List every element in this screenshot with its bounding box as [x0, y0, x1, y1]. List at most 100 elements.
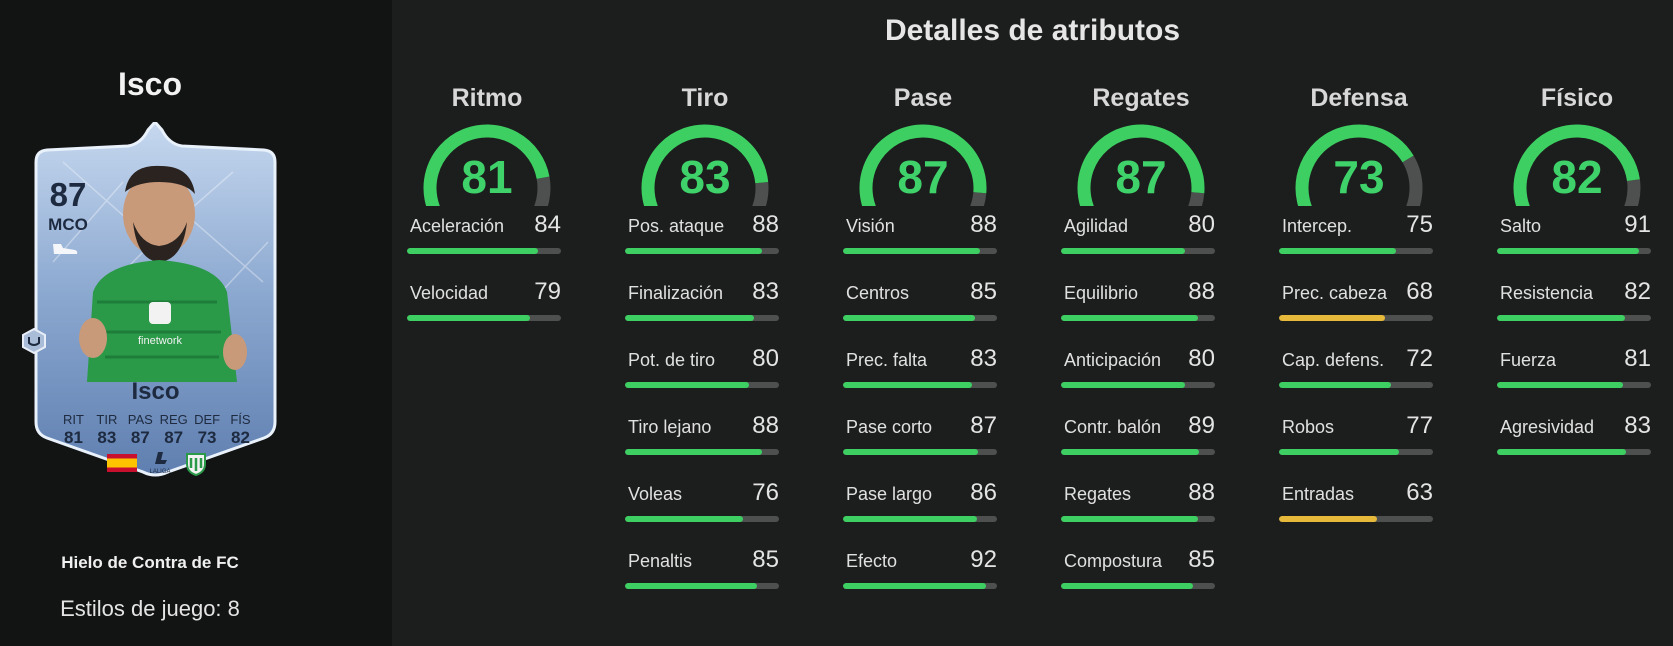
stat-bar: [625, 382, 779, 388]
stat-value: 82: [1624, 278, 1651, 305]
stat-bar-fill: [625, 449, 762, 455]
stat-value: 81: [1624, 345, 1651, 372]
category-value: 87: [1115, 151, 1167, 203]
stat-value: 76: [752, 479, 779, 506]
stat-row: Pase corto 87: [843, 407, 1003, 474]
stat-bar-fill: [625, 382, 750, 388]
stat-row: Pos. ataque 88: [625, 206, 785, 273]
stat-value: 88: [1188, 479, 1215, 506]
stat-bar-fill: [1497, 382, 1623, 388]
gauge-arc: [1295, 124, 1423, 206]
category-value: 87: [897, 151, 949, 203]
card-stat-value: 81: [64, 428, 83, 447]
attribute-column-3: Regates 87 Agilidad 80 Equilibrio 88 Anticipac…: [1061, 84, 1221, 608]
stat-label: Salto: [1500, 216, 1542, 236]
stat-label: Cap. defens.: [1282, 350, 1385, 370]
stat-bar: [1279, 382, 1433, 388]
gauge-arc: [641, 124, 769, 206]
category-value: 81: [461, 151, 513, 203]
card-player-name: Isco: [131, 378, 180, 405]
stat-label: Visión: [846, 216, 895, 236]
card-stat-value: 87: [164, 428, 184, 447]
stat-label: Agilidad: [1064, 216, 1129, 236]
stat-label: Anticipación: [1064, 350, 1162, 370]
stat-row: Agresividad 83: [1497, 407, 1657, 474]
stat-row: Agilidad 80: [1061, 206, 1221, 273]
stat-bar-fill: [625, 315, 755, 321]
stat-bar: [843, 583, 997, 589]
player-panel: Isco 87 MCO: [0, 0, 392, 646]
stat-label: Regates: [1064, 484, 1132, 504]
stat-bar: [1279, 315, 1433, 321]
stat-label: Intercep.: [1282, 216, 1353, 236]
gauge-arc: [423, 124, 551, 206]
stat-bar-fill: [1279, 382, 1391, 388]
stat-row: Velocidad 79: [407, 273, 567, 340]
stat-bar-fill: [843, 315, 976, 321]
card-stat-value: 73: [197, 428, 217, 447]
stat-row: Compostura 85: [1061, 541, 1221, 608]
gauge-arc: [859, 124, 987, 206]
stat-value: 72: [1406, 345, 1433, 372]
stat-value: 84: [534, 211, 561, 238]
stat-label: Agresividad: [1500, 417, 1595, 437]
stat-row: Resistencia 82: [1497, 273, 1657, 340]
stat-row: Fuerza 81: [1497, 340, 1657, 407]
stat-value: 79: [534, 278, 561, 305]
stat-label: Voleas: [628, 484, 683, 504]
playstyles-count[interactable]: Estilos de juego: 8: [60, 596, 240, 621]
category-gauge: 87: [1061, 124, 1221, 206]
card-stat-label: DEF: [194, 412, 221, 427]
stat-label: Aceleración: [410, 216, 505, 236]
stat-row: Visión 88: [843, 206, 1003, 273]
category-title: Defensa: [1310, 84, 1408, 112]
stat-label: Robos: [1282, 417, 1335, 437]
category-title: Ritmo: [451, 84, 523, 112]
playstyle-icon: [22, 328, 46, 354]
category-gauge: 73: [1279, 124, 1439, 206]
player-card[interactable]: 87 MCO finetwork Isco RIT TIR PAS REG DE…: [22, 122, 278, 495]
stat-row: Centros 85: [843, 273, 1003, 340]
card-stat-label: PAS: [127, 412, 153, 427]
card-stat-values: 81 83 87 87 73 82: [57, 428, 257, 448]
stat-bar-fill: [625, 516, 744, 522]
category-gauge: 87: [843, 124, 1003, 206]
promo-name: Hielo de Contra de FC: [61, 553, 239, 572]
boot-icon: [53, 244, 78, 254]
category-title: Pase: [893, 84, 953, 112]
stat-value: 83: [752, 278, 779, 305]
stat-value: 88: [1188, 278, 1215, 305]
stat-bar-fill: [1061, 583, 1194, 589]
stat-label: Entradas: [1282, 484, 1355, 504]
stat-row: Equilibrio 88: [1061, 273, 1221, 340]
stat-row: Aceleración 84: [407, 206, 567, 273]
stat-value: 80: [1188, 345, 1215, 372]
stat-bar-fill: [1279, 449, 1399, 455]
stat-label: Pos. ataque: [628, 216, 725, 236]
stat-value: 89: [1188, 412, 1215, 439]
card-stat-value: 83: [97, 428, 117, 447]
stat-value: 88: [752, 412, 779, 439]
stat-value: 88: [970, 211, 997, 238]
stat-label: Pase largo: [846, 484, 933, 504]
category-value: 82: [1551, 151, 1603, 203]
club-crest-icon: [186, 453, 206, 476]
stat-bar-fill: [1279, 248, 1396, 254]
stat-value: 77: [1406, 412, 1433, 439]
stat-value: 83: [1624, 412, 1651, 439]
stat-row: Finalización 83: [625, 273, 785, 340]
league-label: LALIGA: [149, 469, 170, 475]
stat-label: Contr. balón: [1064, 417, 1162, 437]
stat-row: Prec. cabeza 68: [1279, 273, 1439, 340]
stat-bar-fill: [625, 583, 758, 589]
stat-row: Voleas 76: [625, 474, 785, 541]
stat-bar: [1497, 449, 1651, 455]
stat-bar: [1497, 248, 1651, 254]
stat-bar-fill: [625, 248, 762, 254]
stat-row: Prec. falta 83: [843, 340, 1003, 407]
stat-bar: [1061, 248, 1215, 254]
gauge-arc: [1077, 124, 1205, 206]
stat-bar-fill: [1279, 315, 1385, 321]
stat-value: 80: [752, 345, 779, 372]
stat-bar-fill: [843, 248, 980, 254]
